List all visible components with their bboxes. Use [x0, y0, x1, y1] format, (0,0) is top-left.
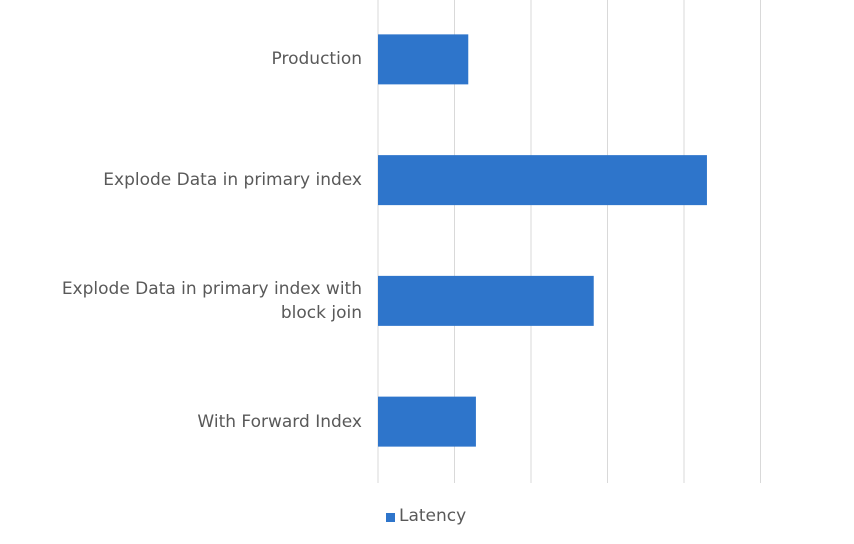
- category-label-3: With Forward Index: [197, 411, 362, 432]
- bar-2: [378, 275, 594, 326]
- category-label-0: Production: [271, 49, 362, 70]
- legend-label: Latency: [399, 506, 467, 526]
- category-label-2: Explode Data in primary index with block…: [61, 278, 362, 323]
- category-label-1: Explode Data in primary index: [103, 170, 362, 191]
- legend: Latency: [386, 505, 466, 527]
- legend-swatch: [386, 513, 395, 522]
- bar-1: [378, 155, 707, 206]
- bar-3: [378, 396, 476, 447]
- bar-0: [378, 34, 469, 85]
